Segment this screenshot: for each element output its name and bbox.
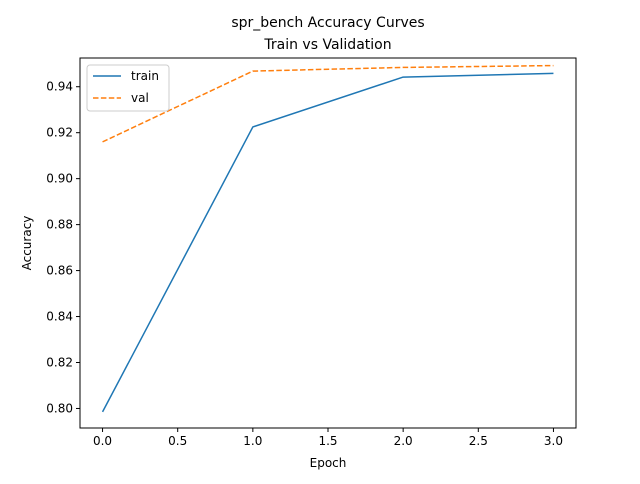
legend-label-train: train xyxy=(131,69,159,83)
series-line-val xyxy=(102,64,554,143)
plot-area xyxy=(101,64,554,413)
x-axis: 0.0 0.5 1.0 1.5 2.0 2.5 3.0 xyxy=(93,428,563,448)
y-tick-label: 0.84 xyxy=(46,310,73,324)
x-axis-label: Epoch xyxy=(310,456,347,470)
x-tick-label: 1.0 xyxy=(243,434,262,448)
y-tick-label: 0.92 xyxy=(46,126,73,140)
y-tick-label: 0.80 xyxy=(46,401,73,415)
x-tick-label: 2.0 xyxy=(394,434,413,448)
x-tick-label: 0.0 xyxy=(93,434,112,448)
y-tick-label: 0.82 xyxy=(46,356,73,370)
y-tick-label: 0.90 xyxy=(46,172,73,186)
y-axis-label: Accuracy xyxy=(20,216,34,271)
y-axis: 0.80 0.82 0.84 0.86 0.88 0.90 0.92 0.94 xyxy=(46,80,80,415)
x-tick-label: 2.5 xyxy=(469,434,488,448)
chart-subtitle: Train vs Validation xyxy=(263,37,391,53)
series-line-train xyxy=(101,72,554,413)
y-tick-label: 0.86 xyxy=(46,264,73,278)
chart-title: spr_bench Accuracy Curves xyxy=(231,15,424,31)
axes-frame xyxy=(79,57,577,429)
y-tick-label: 0.94 xyxy=(46,80,73,94)
legend: train val xyxy=(86,64,170,112)
x-tick-label: 1.5 xyxy=(318,434,337,448)
legend-label-val: val xyxy=(131,91,149,105)
x-tick-label: 0.5 xyxy=(168,434,187,448)
y-tick-label: 0.88 xyxy=(46,218,73,232)
x-tick-label: 3.0 xyxy=(544,434,563,448)
